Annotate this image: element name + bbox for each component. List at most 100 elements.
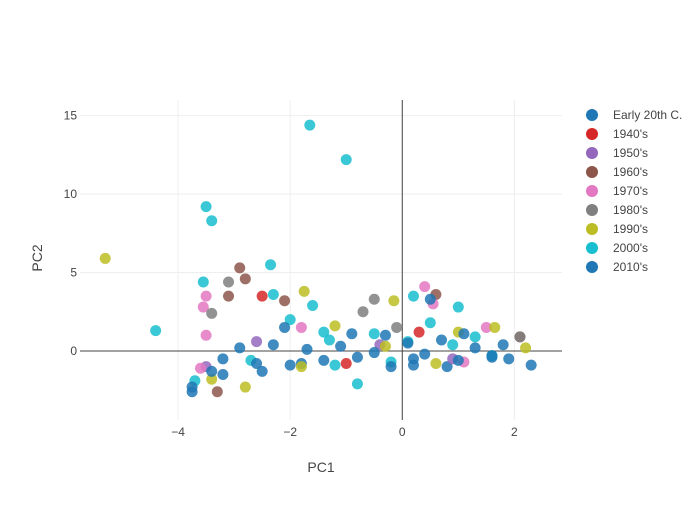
legend-label: Early 20th C. [613, 108, 682, 122]
data-point [329, 320, 341, 332]
data-point [489, 321, 501, 333]
data-point [200, 201, 212, 213]
data-point [267, 289, 279, 301]
data-point [385, 361, 397, 373]
data-point [239, 381, 251, 393]
data-point [217, 353, 229, 365]
data-point [211, 386, 223, 398]
data-point [452, 301, 464, 313]
legend-item[interactable]: 1970's [586, 184, 648, 198]
legend-label: 1970's [613, 184, 648, 198]
data-point [206, 373, 218, 385]
legend-marker [586, 223, 598, 235]
data-point [295, 361, 307, 373]
legend-item[interactable]: Early 20th C. [586, 108, 682, 122]
data-point [200, 290, 212, 302]
data-point [419, 281, 431, 293]
data-point [413, 326, 425, 338]
data-point [197, 301, 209, 313]
data-point [150, 325, 162, 337]
data-point [503, 353, 515, 365]
data-point [99, 252, 111, 264]
data-point [351, 378, 363, 390]
legend-item[interactable]: 1990's [586, 222, 648, 236]
data-point [340, 154, 352, 166]
x-axis-title: PC1 [307, 459, 334, 475]
y-tick-label: 0 [70, 344, 77, 358]
data-point [251, 358, 263, 370]
data-point [379, 329, 391, 341]
data-point [452, 354, 464, 366]
data-point [480, 321, 492, 333]
data-point [223, 290, 235, 302]
data-point [284, 359, 296, 371]
data-point [239, 273, 251, 285]
data-point [346, 328, 358, 340]
legend-marker [586, 147, 598, 159]
y-axis-title: PC2 [29, 244, 45, 271]
data-point [307, 299, 319, 311]
legend-item[interactable]: 2010's [586, 260, 648, 274]
legend-item[interactable]: 1980's [586, 203, 648, 217]
data-point [206, 215, 218, 227]
data-point [195, 362, 206, 374]
data-point [368, 328, 380, 340]
data-point [525, 359, 537, 371]
data-point [284, 314, 296, 326]
legend-label: 1950's [613, 146, 648, 160]
legend-item[interactable]: 1950's [586, 146, 648, 160]
legend-item[interactable]: 2000's [586, 241, 648, 255]
data-point [318, 326, 330, 338]
data-point [497, 339, 509, 351]
zero-lines [80, 100, 562, 420]
data-point [323, 334, 335, 346]
data-point [379, 340, 391, 352]
data-point [304, 119, 316, 131]
data-point [351, 351, 363, 363]
legend-item[interactable]: 1960's [586, 165, 648, 179]
data-point [424, 317, 436, 329]
y-tick-label: 15 [64, 109, 78, 123]
data-point [436, 334, 447, 346]
data-point [295, 321, 307, 333]
data-point [419, 348, 431, 360]
data-point [279, 295, 291, 307]
legend-marker [586, 242, 598, 254]
data-point [329, 359, 341, 371]
data-point [186, 381, 198, 393]
data-point [407, 290, 419, 302]
data-point [424, 293, 436, 305]
legend-marker [586, 204, 598, 216]
legend-marker [586, 166, 598, 178]
data-point [265, 259, 277, 271]
data-point [217, 369, 229, 381]
data-point [402, 337, 414, 349]
data-point [340, 358, 352, 370]
x-tick-label: 0 [399, 425, 406, 439]
data-points [99, 119, 537, 398]
data-point [318, 354, 330, 366]
data-point [486, 350, 498, 362]
data-point [469, 342, 481, 354]
legend-label: 2010's [613, 260, 648, 274]
data-point [256, 365, 268, 377]
data-point [388, 295, 400, 307]
data-point [368, 293, 380, 305]
legend-label: 2000's [613, 241, 648, 255]
legend-label: 1960's [613, 165, 648, 179]
legend-item[interactable]: 1940's [586, 127, 648, 141]
data-point [335, 340, 347, 352]
data-point [357, 306, 369, 318]
legend-label: 1980's [613, 203, 648, 217]
legend-label: 1990's [613, 222, 648, 236]
data-point [234, 262, 246, 274]
data-point [279, 321, 291, 333]
legend-marker [586, 261, 598, 273]
data-point [223, 276, 235, 288]
grid [80, 100, 562, 420]
data-point [267, 339, 279, 351]
legend-marker [586, 185, 598, 197]
x-tick-label: 2 [511, 425, 518, 439]
data-point [520, 342, 532, 354]
data-point [197, 276, 209, 288]
